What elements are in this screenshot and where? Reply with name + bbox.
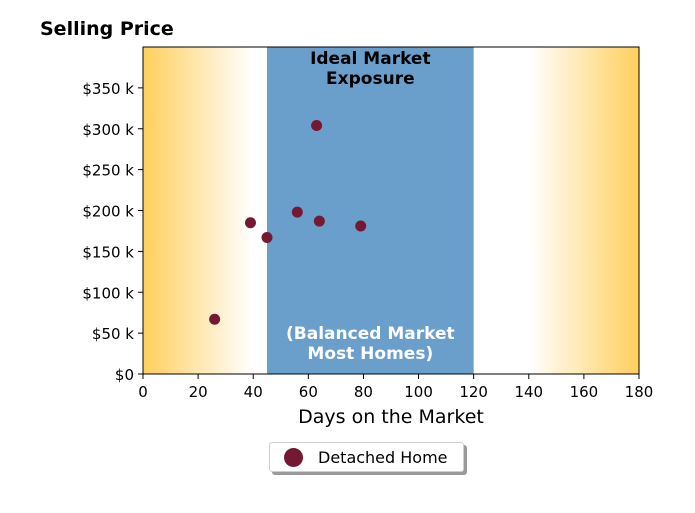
x-tick-label: 140 [514,383,543,401]
y-tick-label: $50 k [92,325,134,343]
y-tick-label: $250 k [82,162,134,180]
y-tick-label: $300 k [82,121,134,139]
band-bottom-label-line-1: (Balanced Market [286,324,455,344]
y-tick-label: $0 [115,366,134,384]
chart-title: Selling Price [40,18,174,40]
data-point-5 [311,119,323,131]
data-point-7 [355,220,367,232]
data-point-2 [244,217,256,229]
x-tick-label: 20 [189,383,208,401]
legend-marker-detached-home [284,447,303,467]
legend: Detached Home [269,442,464,472]
x-tick-label: 160 [570,383,599,401]
data-point-6 [313,215,325,227]
legend-label-detached-home: Detached Home [318,447,448,467]
x-tick-label: 120 [459,383,488,401]
data-point-1 [209,313,221,325]
x-axis-label: Days on the Market [298,406,484,428]
data-point-4 [291,206,303,218]
x-tick-label: 40 [244,383,263,401]
y-tick-label: $200 k [82,203,134,221]
y-tick-label: $150 k [82,243,134,261]
y-tick-label: $350 k [82,80,134,98]
band-top-label-line-2: Exposure [326,69,415,89]
x-tick-label: 180 [625,383,654,401]
band-top-label-line-1: Ideal Market [310,49,431,69]
x-tick-label: 0 [138,383,148,401]
y-tick-label: $100 k [82,284,134,302]
data-point-3 [261,231,273,243]
x-tick-label: 80 [354,383,373,401]
x-tick-label: 100 [404,383,433,401]
x-tick-label: 60 [299,383,318,401]
band-bottom-label-line-2: Most Homes) [307,344,433,364]
